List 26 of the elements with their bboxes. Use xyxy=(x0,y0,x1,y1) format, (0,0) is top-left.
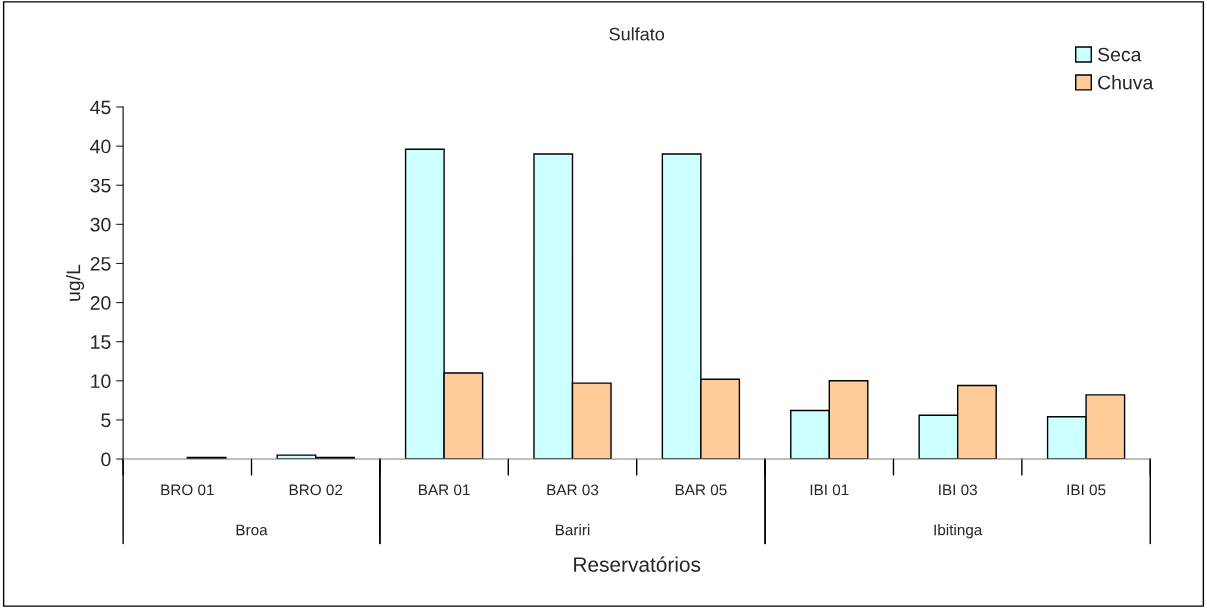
chart-title: Sulfato xyxy=(609,27,665,41)
y-tick-label: 5 xyxy=(101,413,111,428)
y-axis-title: ug/L xyxy=(66,264,85,301)
y-tick-label: 35 xyxy=(90,178,111,193)
x-tick-label: IBI 01 xyxy=(810,484,849,496)
y-tick-label: 20 xyxy=(90,296,111,310)
x-axis-title: Reservatórios xyxy=(574,556,701,572)
x-tick-label: BAR 03 xyxy=(547,484,599,496)
y-tick-label: 10 xyxy=(91,374,111,389)
x-tick-label: BAR 01 xyxy=(419,484,470,496)
y-tick-label: 45 xyxy=(90,100,111,115)
y-tick-label: 15 xyxy=(91,335,111,349)
text: Ibitinga xyxy=(934,524,983,539)
legend-label: Chuva xyxy=(1098,75,1154,90)
y-tick-label: 30 xyxy=(90,217,111,232)
legend-label: Seca xyxy=(1097,47,1142,62)
x-tick-label: IBI 03 xyxy=(939,484,977,496)
y-tick-label: 25 xyxy=(90,256,111,271)
x-tick-label: BRO 01 xyxy=(161,484,214,496)
x-tick-label: BAR 05 xyxy=(675,484,727,496)
x-tick-label: IBI 05 xyxy=(1067,484,1106,496)
y-tick-label: 40 xyxy=(90,139,111,154)
x-tick-label: BRO 02 xyxy=(289,484,343,496)
text: Broa xyxy=(236,524,268,536)
y-tick-label: 0 xyxy=(101,452,111,467)
text: Bariri xyxy=(555,524,590,536)
